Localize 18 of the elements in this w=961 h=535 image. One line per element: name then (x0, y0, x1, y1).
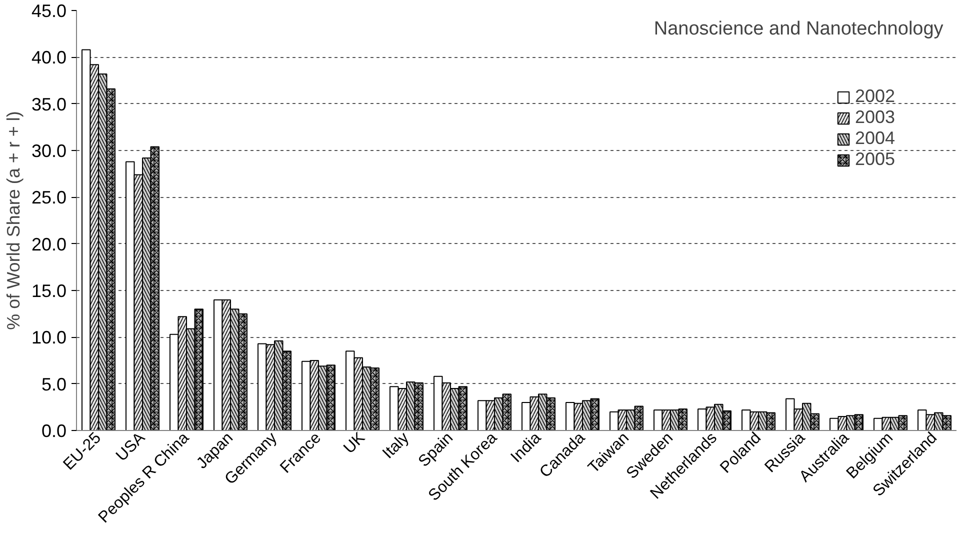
chart-title: Nanoscience and Nanotechnology (654, 18, 944, 40)
y-tick-label: 35.0 (31, 94, 67, 114)
y-tick-label: 15.0 (31, 281, 67, 301)
y-tick-label: 20.0 (31, 234, 67, 254)
y-tick-label: 40.0 (31, 48, 67, 68)
x-tick-label: USA (113, 429, 149, 465)
legend-label: 2005 (855, 149, 896, 170)
x-tick-label: UK (340, 429, 369, 458)
y-axis-title: % of World Share (a + r + l) (3, 111, 24, 330)
legend-label: 2004 (855, 128, 896, 149)
y-tick-label: 5.0 (41, 374, 67, 394)
y-tick-label: 30.0 (31, 141, 67, 161)
y-tick-label: 25.0 (31, 188, 67, 208)
legend-label: 2002 (855, 86, 896, 107)
y-tick-label: 10.0 (31, 328, 67, 348)
legend-label: 2003 (855, 107, 896, 128)
x-tick-label: Italy (380, 429, 413, 462)
y-tick-label: 45.0 (31, 1, 67, 21)
